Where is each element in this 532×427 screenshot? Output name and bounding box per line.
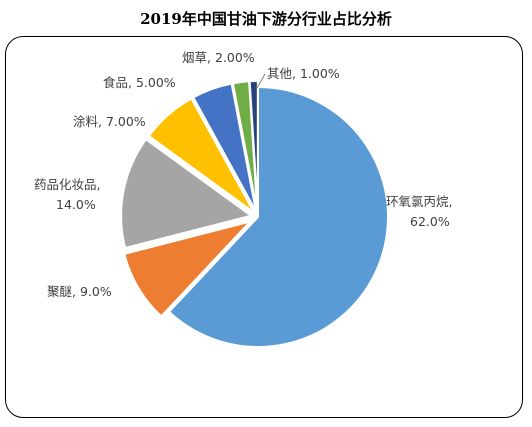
- pie-slices: [120, 80, 389, 348]
- pie-slice-4: [147, 97, 255, 214]
- leader-line-other: [256, 73, 266, 89]
- pie-slice-7: [248, 80, 259, 212]
- data-label-5: 食品, 5.00%: [103, 75, 176, 90]
- pie-slice-5: [191, 82, 257, 212]
- data-label-6: 烟草, 2.00%: [182, 50, 255, 65]
- pie-slice-1: [167, 85, 389, 348]
- data-label-2: 聚醚, 9.0%: [47, 284, 112, 299]
- data-label-7: 其他, 1.00%: [267, 66, 340, 81]
- data-label-1: 环氧氯丙烷, 62.0%: [386, 194, 452, 229]
- pie-slice-2: [123, 219, 254, 318]
- data-label-4: 涂料, 7.00%: [73, 114, 146, 129]
- pie-data-labels: 环氧氯丙烷, 62.0% 聚醚, 9.0% 药品化妆品, 14.0% 涂料, 7.00% 食…: [34, 50, 452, 299]
- pie-slice-3: [120, 137, 254, 250]
- data-label-3: 药品化妆品, 14.0%: [34, 177, 100, 212]
- chart-title: 2019年中国甘油下游分行业占比分析: [140, 10, 392, 28]
